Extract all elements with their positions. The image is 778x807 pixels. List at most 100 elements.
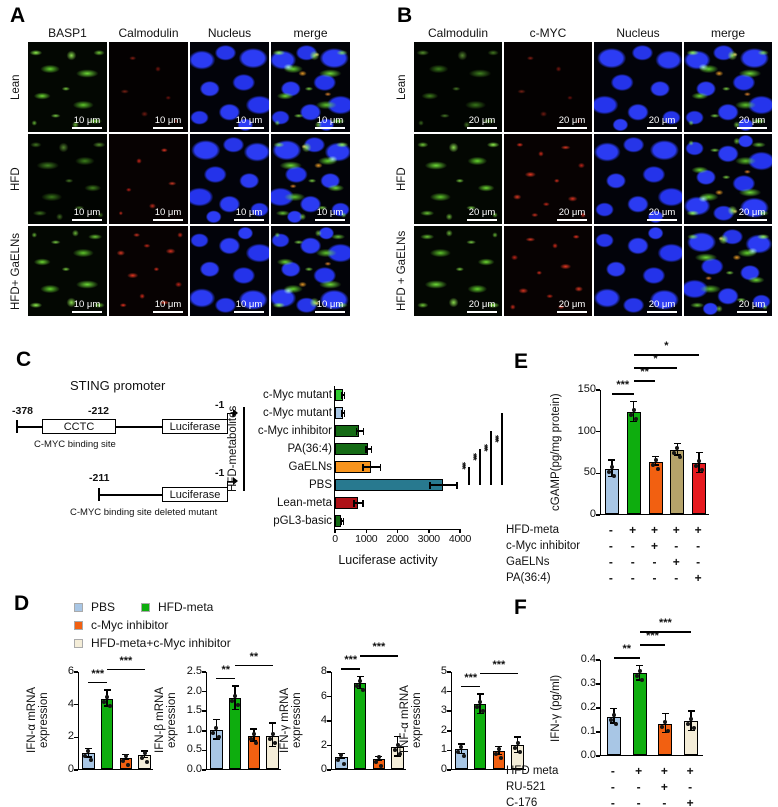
error-bar bbox=[638, 666, 641, 681]
scale-bar: 20 μm bbox=[737, 208, 767, 221]
error-cap bbox=[362, 463, 364, 471]
x-tick-label: 0 bbox=[332, 533, 338, 545]
y-tick bbox=[596, 755, 600, 757]
legend-item-pbs: PBS bbox=[74, 600, 115, 614]
condition-symbol: - bbox=[610, 764, 615, 778]
scale-bar: 20 μm bbox=[737, 116, 767, 129]
condition-symbol: + bbox=[660, 764, 668, 778]
micrograph-hfd-calmodulin: 10 μm bbox=[109, 134, 188, 224]
y-tick bbox=[447, 690, 451, 693]
micrograph-hfd-gaelns-merge: 20 μm bbox=[684, 226, 772, 316]
error-cap bbox=[250, 740, 258, 742]
y-tick-label: 0 bbox=[440, 763, 447, 775]
error-cap bbox=[514, 736, 522, 738]
y-tick-label: 4 bbox=[67, 697, 74, 710]
data-point bbox=[512, 746, 517, 751]
error-cap bbox=[514, 751, 522, 754]
micrograph-hfd-basp1: 10 μm bbox=[28, 134, 107, 224]
data-point bbox=[216, 734, 221, 739]
y-tick bbox=[202, 769, 206, 771]
y-tick bbox=[202, 671, 206, 673]
scale-bar: 10 μm bbox=[153, 300, 183, 313]
row-label-lean: Lean bbox=[10, 74, 22, 100]
scale-bar: 20 μm bbox=[557, 208, 587, 221]
column-header-nucleus: Nucleus bbox=[616, 26, 660, 40]
condition-symbol: + bbox=[694, 571, 702, 585]
error-cap bbox=[687, 729, 695, 731]
significance-stars: *** bbox=[658, 617, 672, 630]
error-cap bbox=[610, 707, 618, 710]
y-tick-label: 0 bbox=[67, 763, 74, 775]
data-point bbox=[254, 740, 259, 745]
y-tick bbox=[74, 736, 78, 739]
significance-stars: ** bbox=[249, 650, 259, 663]
error-bar bbox=[271, 723, 274, 748]
y-tick bbox=[596, 514, 600, 516]
scale-bar: 10 μm bbox=[72, 300, 102, 313]
chart-tnf-alpha-mrna: TNF-α mRNA expression 0 1 2 3 4 5 *** *** bbox=[399, 646, 527, 801]
scale-bar: 10 μm bbox=[315, 300, 345, 313]
category-label: c-Myc mutant bbox=[262, 407, 332, 419]
error-cap bbox=[231, 708, 239, 711]
data-point bbox=[672, 450, 677, 455]
data-point bbox=[341, 761, 346, 766]
row-label-hfd-gaelns: HFD+ GaELNs bbox=[10, 232, 22, 310]
data-point bbox=[83, 754, 88, 759]
significance-line bbox=[501, 413, 503, 485]
condition-matrix: HFD meta - + + + RU-521 - - + - C-176 - - - + bbox=[506, 764, 776, 807]
error-bar bbox=[359, 677, 361, 690]
data-point bbox=[267, 736, 272, 741]
position-378: -378 bbox=[12, 405, 34, 417]
condition-row: HFD meta - + + + bbox=[506, 764, 776, 780]
binding-site-caption: C-MYC binding site bbox=[34, 439, 116, 450]
y-tick bbox=[74, 671, 78, 673]
error-cap bbox=[687, 710, 695, 712]
error-cap bbox=[341, 409, 343, 417]
error-cap bbox=[337, 757, 345, 760]
position-211: -211 bbox=[89, 472, 110, 484]
significance-stars: * bbox=[664, 340, 669, 353]
legend-swatch bbox=[74, 638, 83, 648]
condition-row: PA(36:4) - - - - + bbox=[506, 571, 776, 587]
x-tick bbox=[428, 529, 430, 533]
condition-label: PA(36:4) bbox=[506, 572, 551, 584]
error-cap bbox=[362, 499, 364, 507]
y-tick bbox=[327, 695, 331, 698]
condition-symbol: + bbox=[635, 764, 643, 778]
micrograph-hfd-calmodulin: 20 μm bbox=[414, 134, 502, 224]
condition-symbol: - bbox=[608, 555, 613, 569]
y-tick bbox=[202, 730, 206, 732]
condition-symbol: - bbox=[608, 539, 613, 553]
error-cap bbox=[661, 712, 669, 715]
data-point bbox=[694, 464, 699, 469]
panel-d-label: D bbox=[14, 592, 30, 615]
error-cap bbox=[630, 400, 638, 403]
y-tick-label: 0 bbox=[589, 508, 596, 520]
x-axis-label: Luciferase activity bbox=[338, 553, 438, 567]
error-bar bbox=[234, 686, 236, 711]
data-point bbox=[697, 459, 702, 464]
y-tick-label: 0.1 bbox=[580, 725, 596, 737]
chart-cgamp: cGAMP(pg/mg protein) 0 50 100 150 *** ** * * HF… bbox=[506, 340, 776, 606]
condition-symbol: - bbox=[630, 539, 635, 553]
condition-symbol: - bbox=[674, 571, 679, 585]
bar bbox=[632, 673, 647, 755]
condition-label: GaELNs bbox=[506, 556, 550, 568]
category-label: GaELNs bbox=[288, 461, 332, 473]
data-point bbox=[379, 764, 384, 769]
y-tick-label: 100 bbox=[577, 424, 596, 437]
plot-area: 0.0 0.5 1.0 1.5 2.0 2.5 ** ** bbox=[187, 651, 281, 775]
y-tick-label: 150 bbox=[577, 383, 596, 395]
error-cap bbox=[370, 445, 373, 453]
data-point bbox=[107, 703, 112, 708]
plot-area: 0 50 100 150 *** ** * * bbox=[578, 340, 709, 520]
data-point bbox=[358, 679, 363, 684]
column-header-basp1: BASP1 bbox=[48, 26, 87, 40]
data-point bbox=[88, 758, 93, 763]
y-tick bbox=[202, 749, 206, 752]
data-point bbox=[637, 669, 642, 674]
y-tick bbox=[447, 671, 451, 673]
error-cap bbox=[610, 722, 618, 724]
error-cap bbox=[103, 689, 111, 691]
